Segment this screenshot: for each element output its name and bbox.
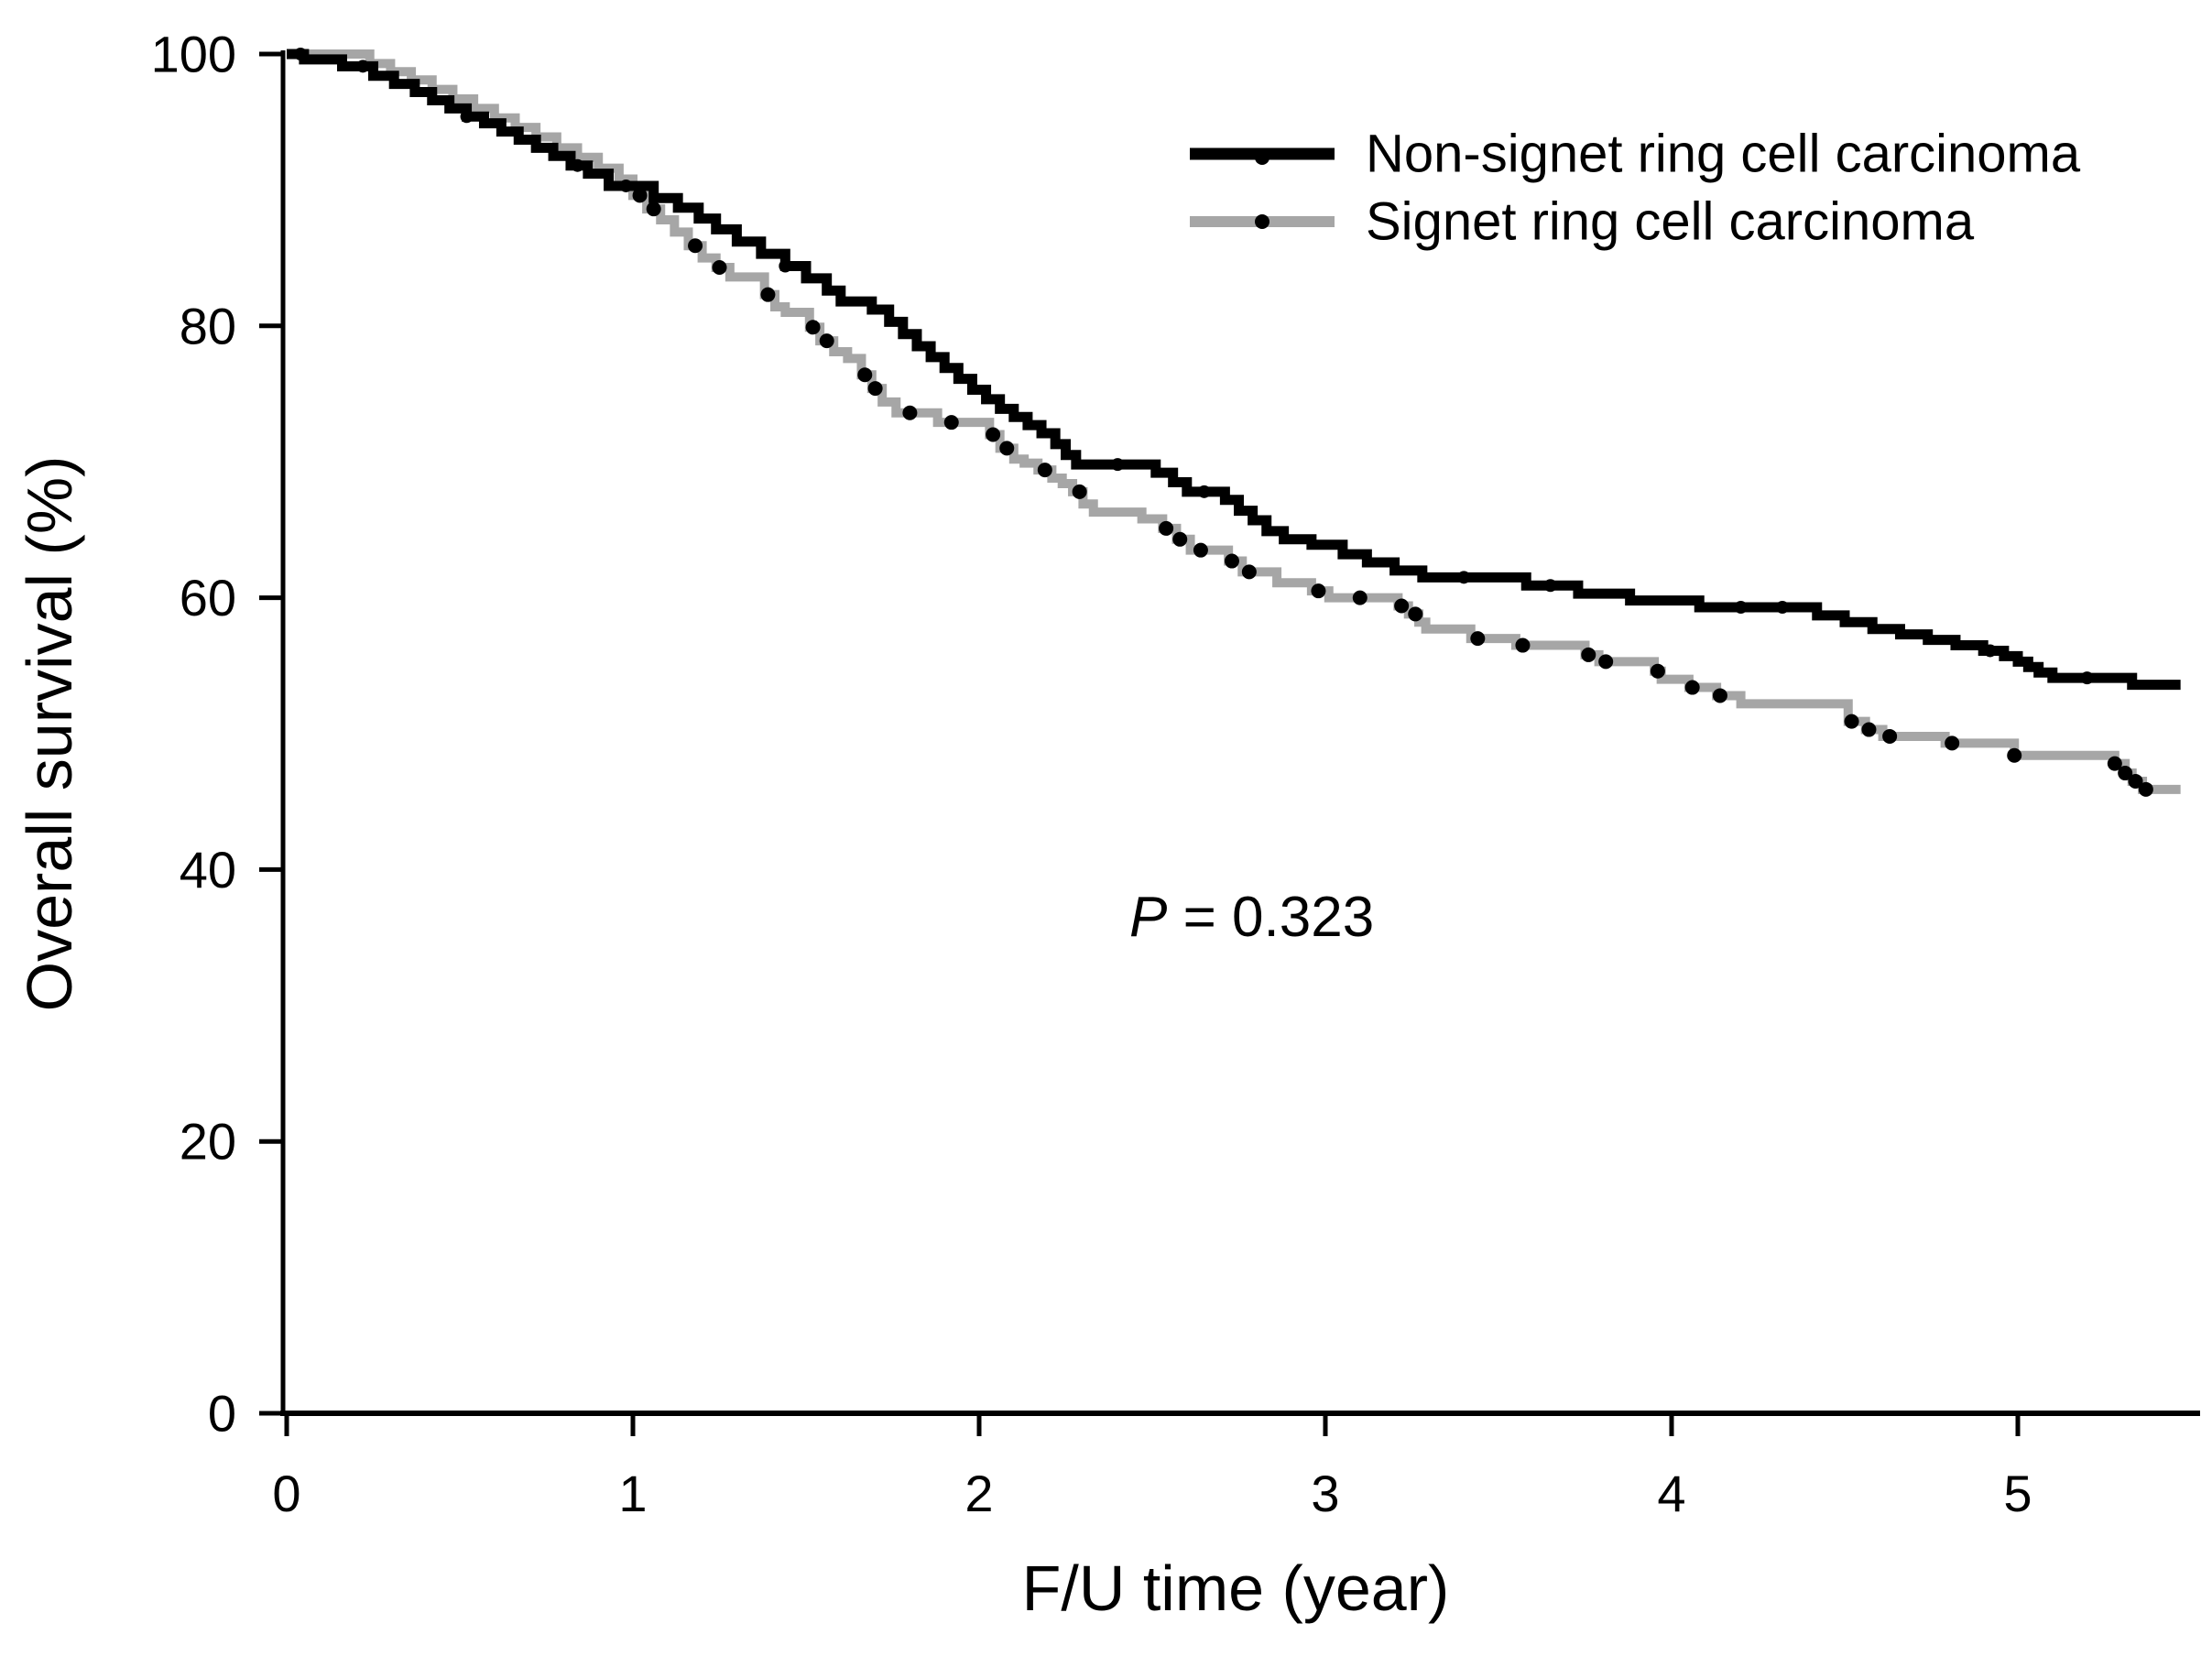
censor-mark bbox=[1712, 688, 1727, 703]
censor-mark bbox=[1581, 647, 1596, 662]
p-value-text: = 0.323 bbox=[1167, 886, 1374, 949]
censor-mark bbox=[1515, 637, 1531, 653]
censor-mark bbox=[1983, 644, 1997, 658]
censor-mark bbox=[805, 320, 821, 335]
censor-mark bbox=[646, 202, 661, 217]
y-tick-label: 0 bbox=[208, 1385, 236, 1443]
y-tick-label: 80 bbox=[180, 297, 236, 354]
censor-mark bbox=[1543, 579, 1557, 593]
x-axis-ticks: 0 1 2 3 4 5 bbox=[272, 1413, 2032, 1522]
censor-mark bbox=[356, 60, 370, 73]
censor-mark bbox=[760, 287, 776, 302]
series-group bbox=[287, 49, 2181, 794]
censor-mark bbox=[1197, 485, 1211, 498]
y-tick-label: 60 bbox=[180, 569, 236, 626]
censor-mark bbox=[1882, 728, 1898, 744]
p-value-annotation: P = 0.323 bbox=[1129, 886, 1374, 949]
censor-mark bbox=[571, 158, 584, 172]
x-tick-label: 2 bbox=[964, 1465, 993, 1522]
x-tick-label: 5 bbox=[2003, 1465, 2032, 1522]
censor-mark bbox=[1159, 520, 1174, 536]
y-tick-label: 20 bbox=[180, 1113, 236, 1171]
censor-mark bbox=[688, 238, 703, 254]
y-tick-label: 100 bbox=[151, 26, 236, 83]
censor-mark bbox=[1037, 463, 1052, 478]
censor-mark bbox=[986, 427, 1001, 442]
censor-mark bbox=[1945, 735, 1960, 751]
p-value-symbol: P bbox=[1129, 886, 1167, 949]
censor-mark bbox=[867, 381, 883, 397]
censor-mark bbox=[632, 188, 648, 203]
censor-mark bbox=[712, 259, 727, 275]
censor-mark bbox=[2138, 781, 2153, 797]
censor-mark bbox=[1598, 654, 1614, 670]
censor-mark bbox=[902, 405, 918, 420]
censor-mark bbox=[1193, 542, 1208, 558]
survival-curve-signet bbox=[287, 49, 2181, 794]
censor-mark bbox=[2080, 671, 2094, 685]
survival-curve-nonsignet bbox=[287, 49, 2181, 691]
censor-mark bbox=[857, 367, 873, 383]
censor-mark bbox=[1311, 583, 1326, 599]
x-tick-label: 1 bbox=[618, 1465, 647, 1522]
x-tick-label: 4 bbox=[1657, 1465, 1685, 1522]
censor-mark bbox=[619, 179, 633, 192]
censor-mark bbox=[2007, 747, 2022, 763]
censor-mark bbox=[1457, 571, 1471, 584]
censor-mark bbox=[943, 415, 959, 430]
censor-mark bbox=[999, 441, 1015, 456]
censor-mark bbox=[1650, 663, 1665, 679]
censor-mark bbox=[1224, 553, 1239, 569]
censor-mark bbox=[819, 333, 834, 349]
censor-mark bbox=[1684, 680, 1700, 695]
censor-mark bbox=[2107, 756, 2122, 771]
censor-mark bbox=[779, 259, 792, 273]
censor-mark bbox=[1352, 590, 1368, 605]
censor-mark bbox=[1241, 564, 1257, 580]
legend-censor-dot-signet bbox=[1255, 214, 1269, 229]
censor-mark bbox=[1861, 722, 1877, 737]
censor-mark bbox=[1844, 714, 1859, 729]
censor-group bbox=[294, 48, 2153, 797]
censor-mark bbox=[1775, 600, 1789, 614]
censor-mark bbox=[1408, 606, 1423, 622]
legend-label-signet: Signet ring cell carcinoma bbox=[1366, 192, 1975, 252]
censor-mark bbox=[460, 110, 474, 124]
censor-mark bbox=[2118, 766, 2133, 781]
x-tick-label: 0 bbox=[272, 1465, 300, 1522]
censor-mark bbox=[1111, 458, 1125, 472]
censor-mark bbox=[1734, 600, 1748, 614]
censor-mark bbox=[1072, 484, 1087, 499]
x-tick-label: 3 bbox=[1311, 1465, 1339, 1522]
legend-label-nonsignet: Non-signet ring cell carcinoma bbox=[1366, 125, 2081, 184]
legend-censor-dot-nonsignet bbox=[1255, 150, 1269, 165]
y-tick-label: 40 bbox=[180, 841, 236, 899]
censor-mark bbox=[1394, 598, 1410, 614]
x-axis-title: F/U time (year) bbox=[1022, 1552, 1450, 1624]
censor-mark bbox=[1172, 531, 1188, 547]
censor-mark bbox=[1470, 631, 1486, 647]
legend: Non-signet ring cell carcinoma Signet ri… bbox=[1190, 125, 2081, 252]
y-axis-title: Overall survival (%) bbox=[14, 456, 85, 1012]
y-axis-ticks: 0 20 40 60 80 100 bbox=[151, 26, 283, 1443]
censor-mark bbox=[2128, 773, 2143, 789]
censor-mark bbox=[294, 48, 308, 60]
